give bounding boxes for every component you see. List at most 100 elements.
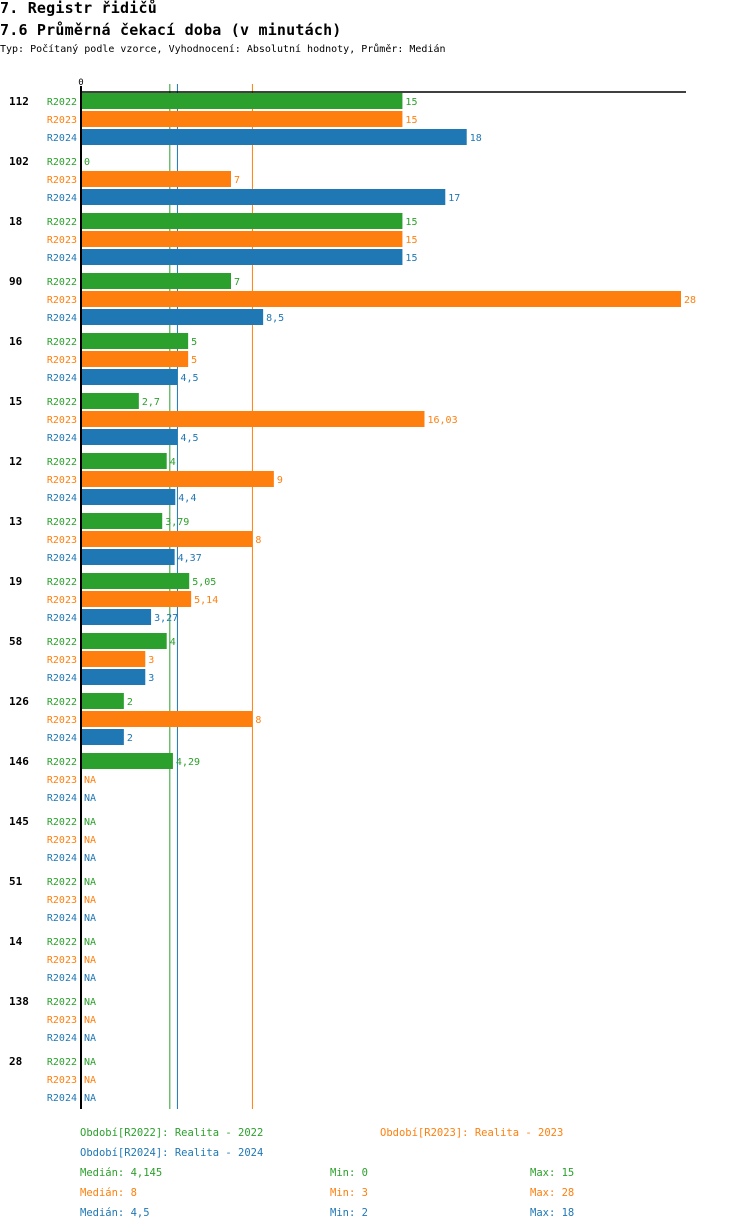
data-label: 3 [148,655,154,666]
series-label: R2023 [47,775,77,786]
data-label: NA [84,1075,96,1086]
series-label: R2022 [47,517,77,528]
bar [81,471,274,487]
category-label: 15 [9,395,22,408]
series-label: R2022 [47,997,77,1008]
bar [81,231,403,247]
series-label: R2024 [47,493,77,504]
data-label: NA [84,853,96,864]
series-label: R2023 [47,1075,77,1086]
series-label: R2024 [47,973,77,984]
bar [81,591,192,607]
series-label: R2024 [47,1033,77,1044]
data-label: NA [84,937,96,948]
series-label: R2024 [47,253,77,264]
bar [81,171,231,187]
category-label: 18 [9,215,22,228]
series-label: R2023 [47,1015,77,1026]
bar [81,291,681,307]
series-label: R2022 [47,817,77,828]
data-label: 18 [470,133,482,144]
series-label: R2024 [47,853,77,864]
legend-r2022: Období[R2022]: Realita - 2022 [80,1127,264,1139]
data-label: 15 [405,115,417,126]
data-label: 0 [84,157,90,168]
series-label: R2023 [47,955,77,966]
category-label: 112 [9,95,29,108]
data-label: 7 [234,175,240,186]
series-label: R2024 [47,313,77,324]
data-label: NA [84,913,96,924]
stat-max-r2022: Max: 15 [530,1167,575,1179]
data-label: NA [84,835,96,846]
series-label: R2023 [47,175,77,186]
series-label: R2024 [47,793,77,804]
bar [81,633,167,649]
category-label: 58 [9,635,22,648]
data-label: 16,03 [428,415,458,426]
data-label: 2,7 [142,397,160,408]
data-label: 8 [255,535,261,546]
bar [81,369,178,385]
data-label: 5 [191,337,197,348]
category-label: 14 [9,935,23,948]
series-label: R2024 [47,1093,77,1104]
series-label: R2022 [47,757,77,768]
series-label: R2024 [47,613,77,624]
legend-r2024: Období[R2024]: Realita - 2024 [80,1147,264,1159]
bar [81,249,403,265]
data-label: 3,79 [165,517,189,528]
data-label: NA [84,1015,96,1026]
data-label: 15 [405,253,417,264]
bar [81,651,146,667]
series-label: R2023 [47,355,77,366]
bar [81,393,139,409]
series-label: R2024 [47,733,77,744]
series-label: R2022 [47,97,77,108]
page-title: 7. Registr řidičů [0,0,157,17]
bar [81,489,176,505]
bar [81,573,190,589]
stat-min-r2023: Min: 3 [330,1187,368,1199]
bar [81,111,403,127]
series-label: R2022 [47,397,77,408]
series-label: R2023 [47,715,77,726]
category-label: 90 [9,275,22,288]
data-label: 4 [170,457,176,468]
series-label: R2022 [47,937,77,948]
legend-r2023: Období[R2023]: Realita - 2023 [380,1127,564,1139]
data-label: 4,37 [178,553,202,564]
data-label: 2 [127,733,133,744]
bar [81,189,446,205]
data-label: 7 [234,277,240,288]
bar [81,129,467,145]
data-label: 17 [448,193,460,204]
series-label: R2024 [47,433,77,444]
data-label: 4,5 [180,433,198,444]
data-label: NA [84,1033,96,1044]
series-label: R2022 [47,217,77,228]
series-label: R2022 [47,697,77,708]
series-label: R2023 [47,595,77,606]
x-tick-label: 0 [78,78,83,88]
series-label: R2023 [47,655,77,666]
category-label: 51 [9,875,23,888]
series-label: R2024 [47,673,77,684]
series-label: R2022 [47,1057,77,1068]
data-label: NA [84,775,96,786]
series-label: R2022 [47,457,77,468]
data-label: 9 [277,475,283,486]
bar [81,711,253,727]
series-label: R2022 [47,877,77,888]
series-label: R2022 [47,637,77,648]
chart-meta: Typ: Počítaný podle vzorce, Vyhodnocení:… [0,44,446,55]
data-label: NA [84,1057,96,1068]
series-label: R2024 [47,193,77,204]
series-label: R2023 [47,415,77,426]
data-label: 4,4 [178,493,196,504]
data-label: 5 [191,355,197,366]
data-label: 28 [684,295,696,306]
data-label: NA [84,895,96,906]
bar [81,729,124,745]
